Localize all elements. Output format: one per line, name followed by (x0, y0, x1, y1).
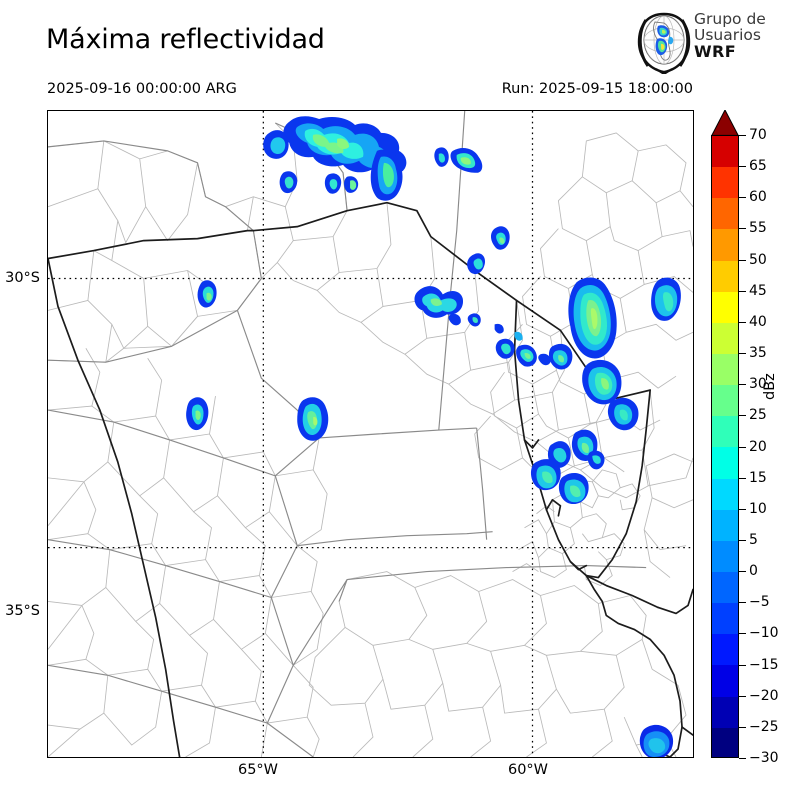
colorbar-tick (739, 664, 746, 666)
colorbar-segment (712, 696, 738, 728)
page-title: Máxima reflectividad (46, 24, 325, 55)
colorbar-tick (739, 571, 746, 573)
colorbar-tick (739, 726, 746, 728)
colorbar-tick-label: 25 (749, 407, 767, 424)
colorbar-tick-label: −25 (749, 718, 779, 735)
country-boundaries (48, 201, 693, 757)
map-plot-area[interactable] (47, 110, 694, 758)
colorbar-tick-label: 0 (749, 563, 758, 580)
colorbar-tick (739, 384, 746, 386)
colorbar-tick-label: 35 (749, 345, 767, 362)
colorbar-tick (739, 415, 746, 417)
reflectivity-echoes (186, 116, 681, 757)
echo-corrientes-north (434, 147, 510, 275)
wrf-user-group-logo: Grupo de Usuarios WRF (636, 10, 796, 74)
colorbar-segment (712, 478, 738, 510)
colorbar-segment (712, 136, 738, 168)
colorbar-extend-arrow-icon (711, 110, 739, 136)
colorbar-tick-label: −15 (749, 656, 779, 673)
colorbar-tick (739, 602, 746, 604)
echo-uruguay-border-cell (651, 277, 681, 321)
colorbar-gradient (711, 135, 739, 758)
colorbar-tick-label: −30 (749, 750, 779, 766)
colorbar-segment (712, 229, 738, 261)
colorbar-tick (739, 166, 746, 168)
colorbar-tick (739, 539, 746, 541)
colorbar-segment (712, 260, 738, 292)
echo-buenos-aires-se-cell (639, 724, 674, 757)
echo-corrientes-south (530, 429, 605, 505)
colorbar-segment (712, 727, 738, 757)
colorbar-tick (739, 353, 746, 355)
province-boundaries (48, 111, 647, 757)
colorbar-tick (739, 695, 746, 697)
colorbar-tick-label: 70 (749, 127, 767, 143)
colorbar-segment (712, 571, 738, 604)
colorbar-tick (739, 508, 746, 510)
logo-line-2: Usuarios (694, 25, 761, 44)
colorbar-tick-label: 10 (749, 500, 767, 517)
colorbar-tick (739, 259, 746, 261)
echo-scattered-small-cells (186, 171, 359, 441)
colorbar-segment (712, 540, 738, 572)
xtick-label-65W: 65°W (237, 762, 279, 778)
colorbar-segment (712, 416, 738, 448)
echo-entre-rios-cluster (548, 277, 639, 431)
colorbar-segment (712, 291, 738, 323)
colorbar-segment (712, 322, 738, 354)
colorbar-tick-label: 20 (749, 438, 767, 455)
colorbar-segment (712, 167, 738, 199)
colorbar-tick-label: −10 (749, 625, 779, 642)
colorbar-segment (712, 198, 738, 230)
echo-santa-fe-band (414, 286, 551, 367)
colorbar-tick (739, 477, 746, 479)
colorbar-tick (739, 228, 746, 230)
colorbar-tick-label: 45 (749, 282, 767, 299)
colorbar-tick-label: 30 (749, 376, 767, 393)
colorbar-segment (712, 603, 738, 635)
colorbar-tick-label: 55 (749, 220, 767, 237)
colorbar-tick (739, 758, 746, 759)
graticule-gridlines (48, 111, 693, 757)
colorbar-segment (712, 509, 738, 541)
colorbar-tick-label: 40 (749, 313, 767, 330)
colorbar-tick (739, 446, 746, 448)
colorbar-tick-label: −5 (749, 594, 770, 611)
colorbar-segment (712, 385, 738, 417)
colorbar-tick (739, 135, 746, 136)
colorbar-tick-label: 65 (749, 158, 767, 175)
colorbar-tick (739, 290, 746, 292)
valid-time-label: 2025-09-16 00:00:00 ARG (47, 81, 237, 97)
colorbar-segment (712, 634, 738, 666)
colorbar-tick-label: 5 (749, 531, 758, 548)
colorbar (711, 110, 739, 758)
colorbar-tick (739, 197, 746, 199)
colorbar-segment (712, 665, 738, 697)
colorbar-tick-label: −20 (749, 687, 779, 704)
logo-line-3: WRF (694, 41, 737, 61)
colorbar-tick (739, 321, 746, 323)
run-time-label: Run: 2025-09-15 18:00:00 (501, 81, 693, 97)
map-canvas (48, 111, 693, 757)
ytick-label-35S: 35°S (5, 603, 40, 619)
ytick-label-30S: 30°S (5, 270, 40, 286)
wrf-globe-icon (637, 12, 691, 74)
colorbar-tick-label: 15 (749, 469, 767, 486)
colorbar-segment (712, 353, 738, 386)
xtick-label-60W: 60°W (507, 762, 549, 778)
echo-north-chaco-cluster (263, 116, 407, 201)
colorbar-tick (739, 633, 746, 635)
colorbar-segment (712, 447, 738, 479)
colorbar-tick-label: 50 (749, 251, 767, 268)
logo-text-block: Grupo de Usuarios WRF (694, 10, 766, 61)
colorbar-tick-label: 60 (749, 189, 767, 206)
logo-line-1: Grupo de (694, 10, 766, 28)
